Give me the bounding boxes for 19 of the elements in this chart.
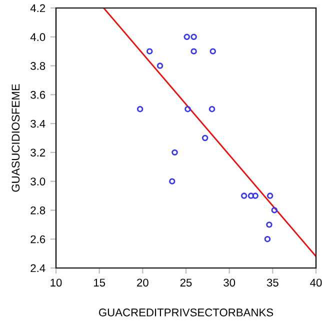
y-tick-label: 3.4 [30, 120, 46, 128]
y-tick-label: 2.8 [30, 206, 46, 214]
x-tick-label: 30 [224, 278, 236, 287]
y-tick-label: 3.0 [30, 178, 46, 186]
y-tick-label: 3.8 [30, 62, 46, 70]
y-tick-label: 4.0 [30, 33, 46, 42]
x-tick-label: 15 [94, 278, 106, 287]
y-axis-title: GUASUCIDIOSFEME [12, 84, 20, 192]
x-tick-label: 35 [266, 278, 278, 287]
x-tick-label: 40 [310, 278, 322, 287]
y-tick-label: 2.4 [30, 264, 46, 272]
y-tick-label: 4.2 [30, 4, 46, 12]
x-tick-label: 25 [180, 278, 192, 287]
y-tick-label: 3.6 [30, 90, 46, 99]
x-tick-label: 10 [50, 278, 62, 287]
x-tick-label: 20 [137, 278, 148, 287]
x-axis-title: GUACREDITPRIVSECTORBANKS [98, 308, 274, 316]
y-tick-label: 3.2 [30, 148, 46, 157]
y-tick-label: 2.6 [30, 235, 46, 244]
